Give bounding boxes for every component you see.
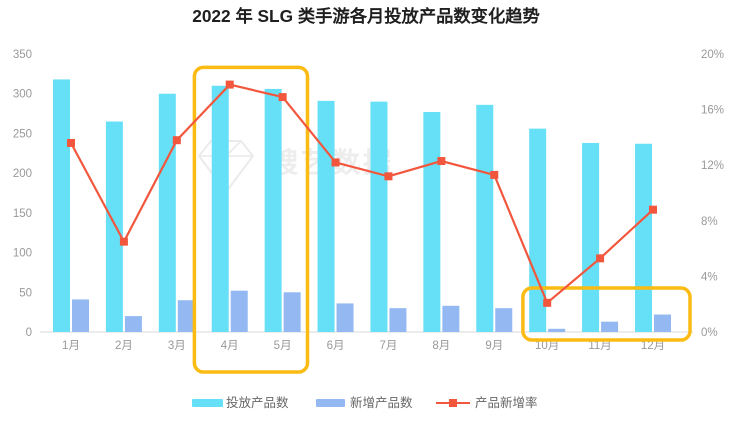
svg-text:300: 300 [13,89,32,101]
svg-text:9月: 9月 [485,340,503,352]
svg-text:3月: 3月 [168,340,186,352]
svg-text:产品新增率: 产品新增率 [475,395,538,410]
svg-text:6月: 6月 [327,340,345,352]
svg-text:50: 50 [19,287,32,299]
svg-text:250: 250 [13,128,32,140]
svg-text:2022 年 SLG 类手游各月投放产品数变化趋势: 2022 年 SLG 类手游各月投放产品数变化趋势 [192,6,540,26]
svg-text:7月: 7月 [379,340,397,352]
svg-text:350: 350 [13,49,32,61]
svg-text:12%: 12% [701,160,724,172]
svg-text:20%: 20% [701,49,724,61]
svg-text:150: 150 [13,208,32,220]
svg-text:11月: 11月 [588,340,611,352]
svg-text:5月: 5月 [274,340,292,352]
svg-text:4%: 4% [701,271,718,283]
svg-text:8月: 8月 [432,340,450,352]
svg-text:8%: 8% [701,216,718,228]
svg-text:0%: 0% [701,327,718,339]
svg-text:2月: 2月 [115,340,133,352]
svg-text:1月: 1月 [62,340,80,352]
svg-text:16%: 16% [701,105,724,117]
svg-text:新增产品数: 新增产品数 [350,395,413,410]
svg-text:投放产品数: 投放产品数 [226,395,289,410]
svg-text:4月: 4月 [221,340,239,352]
svg-text:0: 0 [26,327,32,339]
svg-text:200: 200 [13,168,32,180]
svg-text:10月: 10月 [535,340,559,352]
svg-text:12月: 12月 [641,340,665,352]
svg-text:100: 100 [13,248,32,260]
